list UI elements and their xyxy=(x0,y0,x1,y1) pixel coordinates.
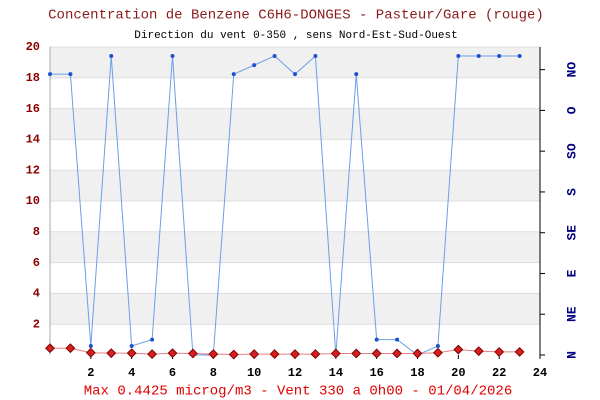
conc-point xyxy=(208,349,219,360)
grid-band xyxy=(50,201,540,232)
grid-band xyxy=(50,293,540,325)
wind-point xyxy=(68,72,73,77)
conc-point xyxy=(269,349,280,360)
grid-band xyxy=(50,231,540,263)
y2-tick-label: E xyxy=(564,269,579,277)
conc-point xyxy=(412,348,423,359)
y-tick-label: 6 xyxy=(33,256,40,270)
x-tick-label: 10 xyxy=(247,366,261,380)
grid-band xyxy=(50,262,540,294)
conc-point xyxy=(126,348,137,359)
y-tick-label: 20 xyxy=(26,40,40,54)
y2-tick-label: N xyxy=(564,351,579,359)
wind-point xyxy=(150,337,155,342)
wind-point xyxy=(88,343,93,348)
conc-point xyxy=(473,346,484,357)
wind-point xyxy=(497,54,502,59)
conc-point xyxy=(106,348,117,359)
conc-point xyxy=(167,348,178,359)
y2-tick-label: SE xyxy=(564,225,579,241)
conc-point xyxy=(290,349,300,360)
y-tick-label: 8 xyxy=(33,225,40,239)
wind-point xyxy=(374,337,379,342)
x-tick-label: 8 xyxy=(210,366,217,380)
x-tick-label: 2 xyxy=(87,366,94,380)
x-tick-label: 16 xyxy=(369,366,383,380)
conc-point xyxy=(392,348,403,359)
conc-point xyxy=(514,346,525,357)
wind-point xyxy=(272,54,277,59)
y-tick-label: 4 xyxy=(33,287,40,301)
x-tick-label: 12 xyxy=(288,366,302,380)
grid-band xyxy=(50,170,540,201)
conc-point xyxy=(371,348,382,359)
wind-point xyxy=(354,72,359,77)
wind-point xyxy=(231,72,236,77)
conc-point xyxy=(85,347,96,358)
y-tick-label: 18 xyxy=(26,71,40,85)
wind-point xyxy=(395,337,400,342)
conc-point xyxy=(228,349,239,360)
conc-point xyxy=(453,344,464,355)
wind-point xyxy=(109,54,114,59)
conc-point xyxy=(65,343,76,354)
conc-point xyxy=(147,349,158,360)
conc-point xyxy=(494,346,505,357)
wind-point xyxy=(476,54,481,59)
series-line xyxy=(50,55,520,356)
conc-point xyxy=(330,348,341,359)
x-tick-label: 20 xyxy=(451,366,465,380)
x-tick-label: 22 xyxy=(492,366,506,380)
y-tick-label: 12 xyxy=(26,163,40,177)
conc-point xyxy=(351,348,362,359)
x-tick-label: 14 xyxy=(329,366,343,380)
y-tick-label: 14 xyxy=(26,133,40,147)
x-tick-label: 18 xyxy=(410,366,424,380)
wind-point xyxy=(129,343,134,348)
wind-point xyxy=(435,343,440,348)
wind-point xyxy=(293,72,297,77)
x-tick-label: 4 xyxy=(128,366,135,380)
wind-point xyxy=(48,72,52,77)
conc-point xyxy=(310,349,321,360)
conc-point xyxy=(249,349,260,360)
chart-title: Concentration de Benzene C6H6-DONGES - P… xyxy=(48,8,544,24)
wind-point xyxy=(313,54,318,59)
wind-point xyxy=(456,54,461,59)
y2-tick-label: NO xyxy=(564,62,579,78)
y-tick-label: 16 xyxy=(26,102,40,116)
conc-point xyxy=(187,348,198,359)
y-tick-label: 2 xyxy=(33,317,40,331)
wind-point xyxy=(517,54,522,59)
grid-band xyxy=(50,139,540,171)
x-tick-label: 6 xyxy=(169,366,176,380)
chart-subtitle: Direction du vent 0-350 , sens Nord-Est-… xyxy=(134,30,457,42)
y2-tick-label: NE xyxy=(564,306,579,322)
y2-tick-label: O xyxy=(564,106,579,114)
y2-tick-label: SO xyxy=(564,143,579,159)
y-tick-label: 10 xyxy=(26,194,40,208)
x-tick-label: 24 xyxy=(533,366,547,380)
wind-point xyxy=(170,54,175,59)
grid-band xyxy=(50,77,540,109)
wind-point xyxy=(252,63,257,68)
y2-tick-label: S xyxy=(564,188,579,196)
conc-point xyxy=(45,343,55,354)
grid-band xyxy=(50,108,540,140)
chart-footer: Max 0.4425 microg/m3 - Vent 330 a 0h00 -… xyxy=(84,384,512,400)
conc-point xyxy=(432,347,443,358)
